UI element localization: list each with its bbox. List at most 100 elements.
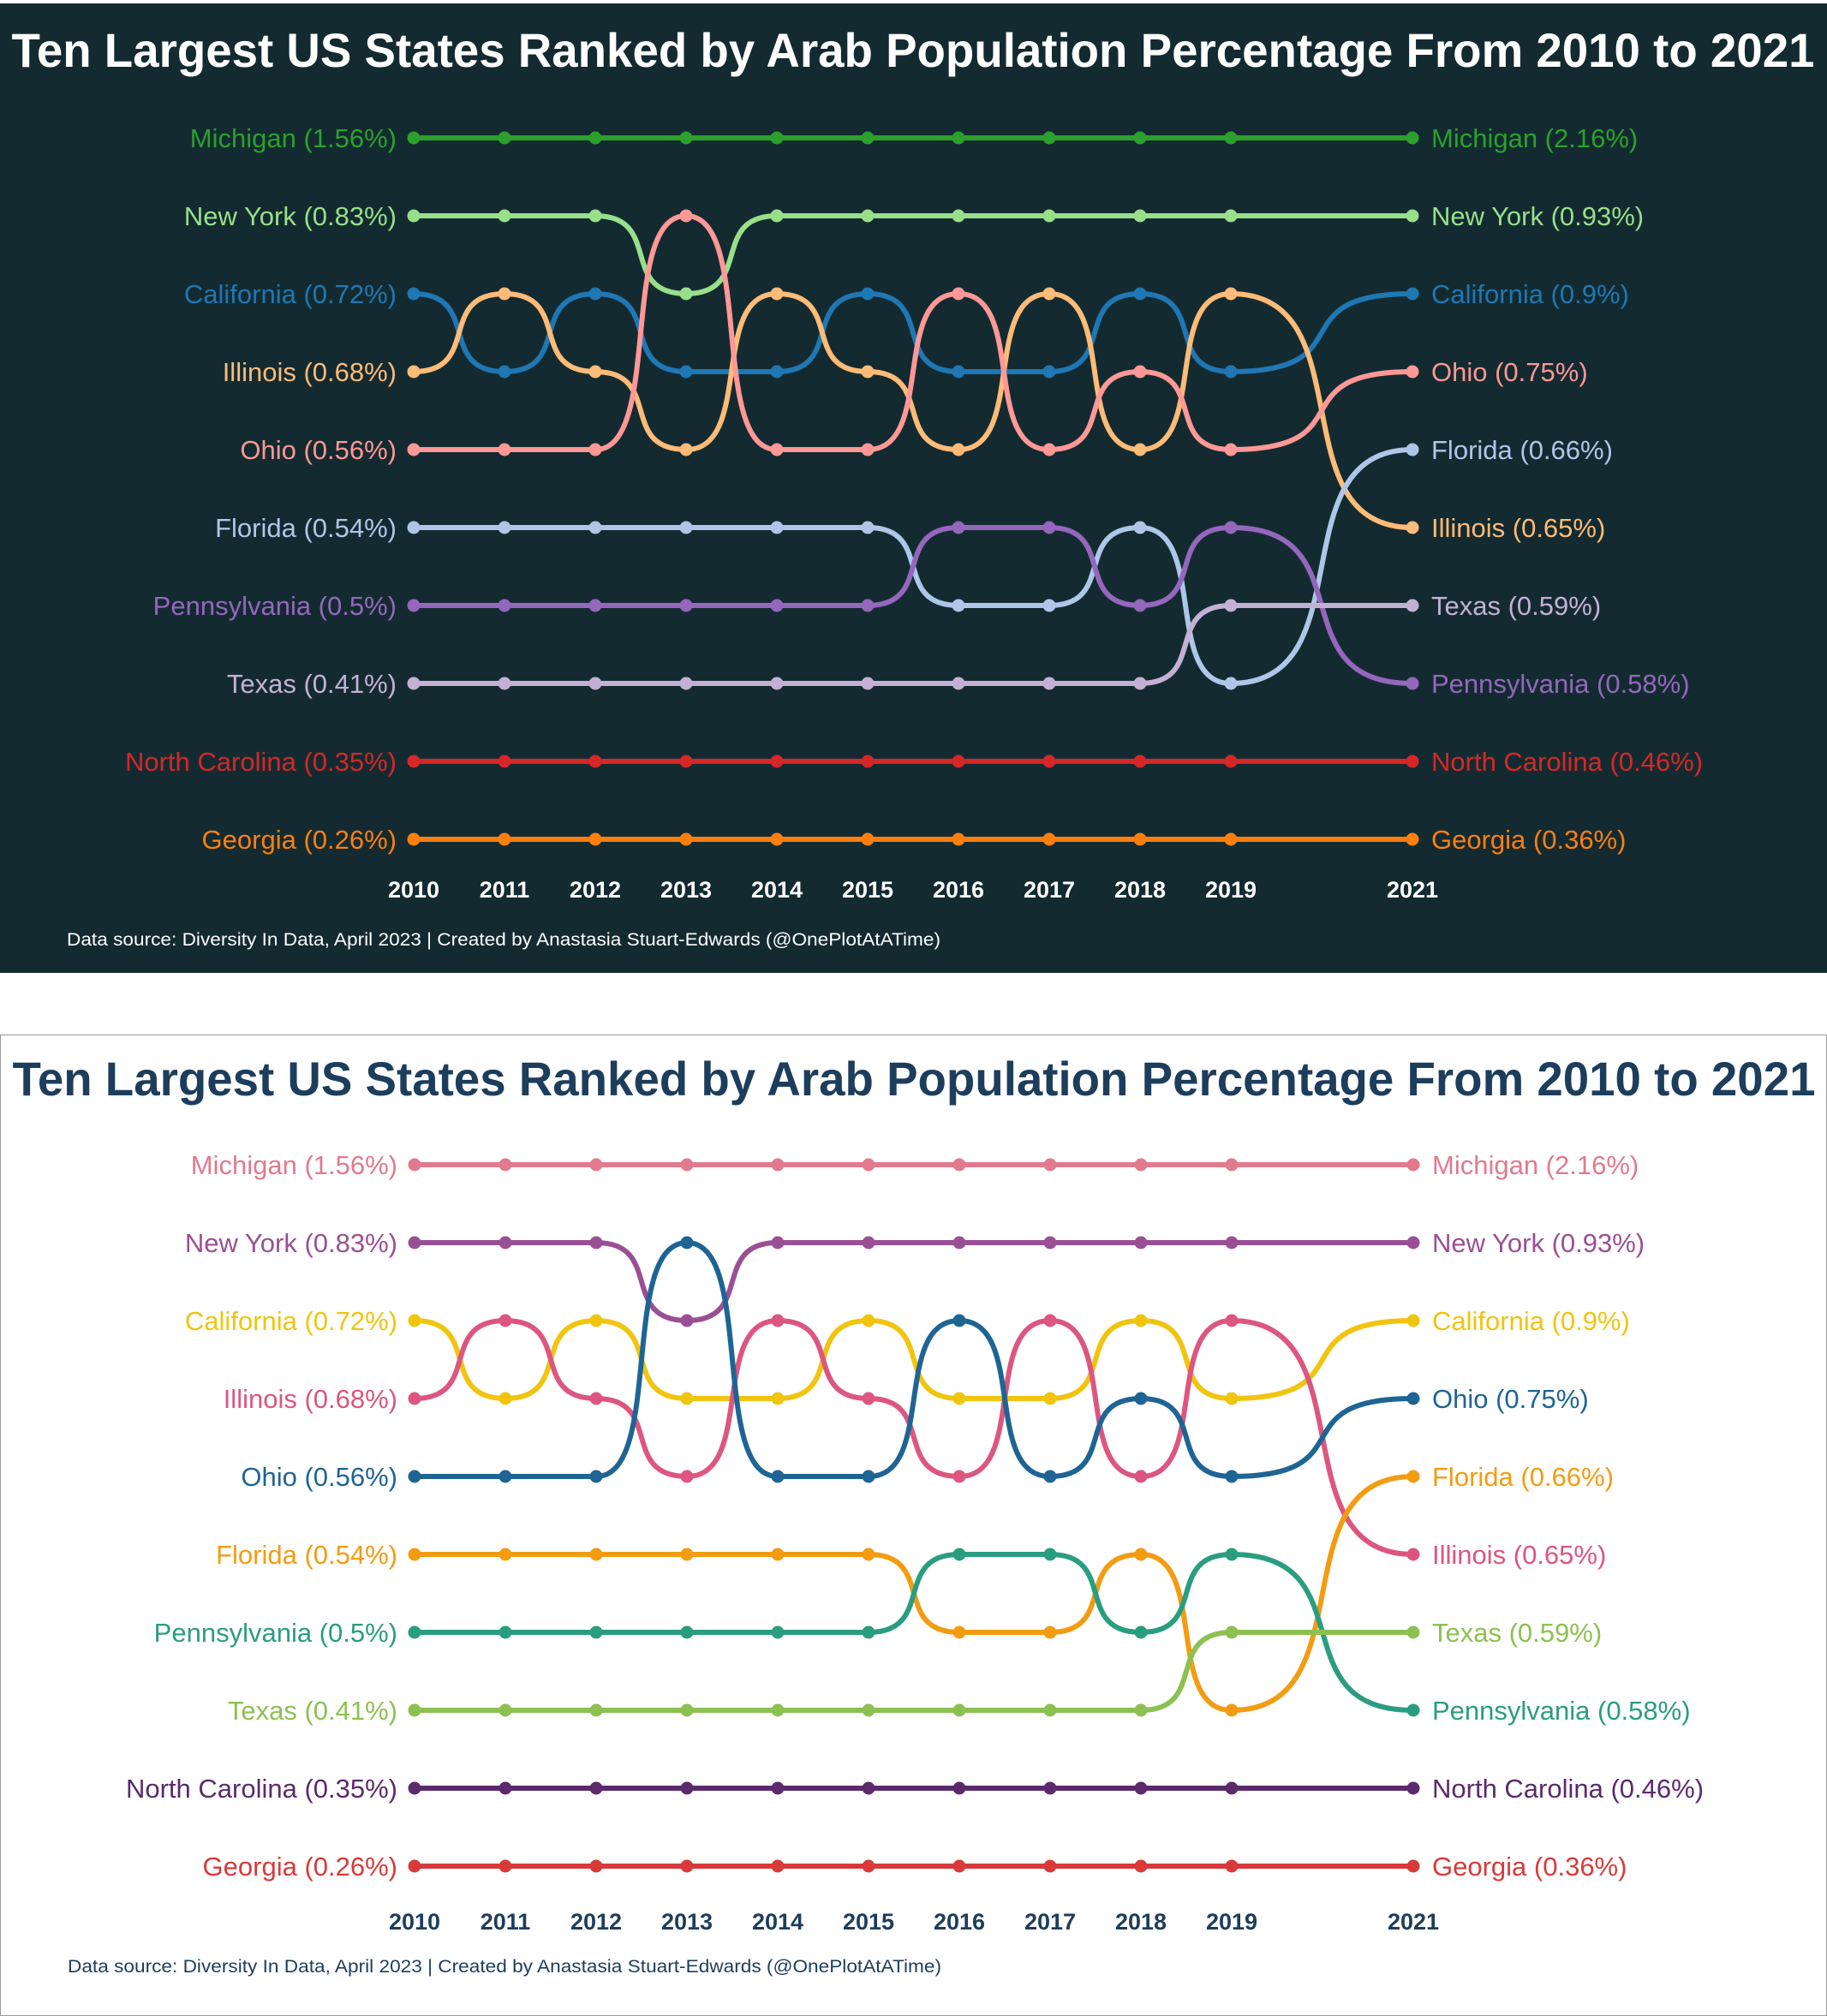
point-florida-2016 (952, 1625, 966, 1639)
point-california-2018 (1133, 287, 1147, 301)
point-new-york-2012 (588, 209, 602, 223)
x-tick-2016: 2016 (934, 1909, 985, 1935)
point-pennsylvania-2016 (952, 1548, 966, 1561)
point-florida-2010 (407, 521, 421, 534)
point-pennsylvania-2019 (1224, 521, 1238, 534)
point-new-york-2019 (1225, 1236, 1239, 1250)
start-label-texas: Texas (0.41%) (227, 669, 397, 699)
point-north-carolina-2017 (1042, 755, 1056, 768)
series-points (407, 131, 1419, 846)
point-ohio-2016 (952, 1314, 966, 1327)
light-chart-panel: Ten Largest US States Ranked by Arab Pop… (0, 1035, 1827, 2016)
point-texas-2010 (407, 677, 421, 690)
point-texas-2017 (1042, 677, 1056, 690)
point-north-carolina-2010 (407, 755, 421, 768)
point-texas-2018 (1134, 1703, 1148, 1717)
point-ohio-2015 (862, 1470, 875, 1483)
line-texas (412, 1630, 1416, 1714)
x-tick-2018: 2018 (1114, 877, 1166, 903)
point-georgia-2011 (499, 1859, 512, 1873)
point-ohio-2021 (1406, 365, 1419, 379)
start-label-michigan: Michigan (1.56%) (190, 123, 397, 153)
start-label-california: California (0.72%) (184, 279, 397, 309)
x-tick-2017: 2017 (1024, 877, 1075, 903)
point-new-york-2014 (771, 1236, 785, 1250)
point-texas-2012 (588, 677, 602, 690)
series-lines (411, 134, 1415, 843)
point-north-carolina-2012 (588, 755, 602, 768)
point-north-carolina-2019 (1224, 755, 1238, 768)
point-ohio-2013 (679, 209, 693, 223)
x-tick-2012: 2012 (570, 1909, 622, 1935)
point-georgia-2010 (407, 832, 421, 846)
point-georgia-2021 (1406, 832, 1419, 846)
point-ohio-2019 (1225, 1470, 1239, 1483)
end-label-new-york: New York (0.93%) (1431, 201, 1644, 231)
start-label-illinois: Illinois (0.68%) (224, 1384, 397, 1414)
footer-source: Data source: Diversity In Data, April 20… (67, 930, 940, 950)
point-michigan-2011 (498, 131, 511, 145)
point-michigan-2019 (1224, 131, 1238, 145)
x-tick-2017: 2017 (1024, 1909, 1076, 1935)
point-florida-2014 (771, 1548, 785, 1561)
point-illinois-2010 (407, 365, 421, 379)
point-georgia-2011 (498, 832, 511, 846)
point-pennsylvania-2021 (1406, 1703, 1420, 1717)
point-texas-2011 (499, 1703, 512, 1717)
point-illinois-2012 (588, 365, 602, 379)
point-ohio-2019 (1224, 443, 1238, 456)
point-north-carolina-2021 (1406, 1781, 1420, 1795)
start-label-new-york: New York (0.83%) (185, 1228, 397, 1258)
point-california-2016 (952, 365, 965, 379)
point-florida-2012 (589, 1548, 603, 1561)
point-florida-2011 (499, 1548, 512, 1561)
point-ohio-2017 (1043, 1470, 1057, 1483)
point-new-york-2011 (498, 209, 511, 223)
point-pennsylvania-2015 (862, 1625, 875, 1639)
point-michigan-2015 (862, 1158, 875, 1172)
point-new-york-2013 (679, 287, 693, 301)
end-label-michigan: Michigan (2.16%) (1432, 1150, 1639, 1180)
series-points (408, 1158, 1420, 1873)
end-label-texas: Texas (0.59%) (1432, 1618, 1602, 1648)
plot-area: Michigan (1.56%) Michigan (2.16%) New York… (126, 1150, 1704, 1935)
end-label-illinois: Illinois (0.65%) (1432, 1540, 1606, 1570)
point-north-carolina-2011 (498, 755, 511, 768)
point-texas-2016 (952, 677, 965, 690)
point-north-carolina-2011 (499, 1781, 512, 1795)
point-michigan-2016 (952, 1158, 966, 1172)
point-illinois-2012 (589, 1392, 603, 1405)
point-texas-2014 (771, 1703, 785, 1717)
point-florida-2014 (770, 521, 784, 534)
point-california-2019 (1224, 365, 1238, 379)
start-label-florida: Florida (0.54%) (215, 513, 397, 543)
point-illinois-2014 (771, 1314, 785, 1327)
point-michigan-2018 (1133, 131, 1147, 145)
point-north-carolina-2014 (771, 1781, 785, 1795)
point-illinois-2019 (1224, 287, 1238, 301)
point-new-york-2016 (952, 209, 965, 223)
end-label-ohio: Ohio (0.75%) (1431, 357, 1588, 387)
point-florida-2017 (1042, 599, 1056, 612)
point-north-carolina-2015 (861, 755, 875, 768)
end-label-california: California (0.9%) (1432, 1306, 1630, 1336)
point-illinois-2010 (408, 1392, 421, 1405)
line-illinois (411, 290, 1415, 530)
point-georgia-2012 (589, 1859, 603, 1873)
point-new-york-2015 (862, 1236, 875, 1250)
point-north-carolina-2015 (862, 1781, 875, 1795)
start-label-georgia: Georgia (0.26%) (202, 825, 397, 855)
point-michigan-2012 (588, 131, 602, 145)
point-georgia-2012 (588, 832, 602, 846)
plot-area: Michigan (1.56%) Michigan (2.16%) New York… (125, 123, 1703, 903)
end-label-illinois: Illinois (0.65%) (1431, 513, 1605, 543)
point-illinois-2018 (1134, 1470, 1148, 1483)
point-illinois-2013 (680, 1470, 694, 1483)
point-california-2021 (1406, 1314, 1420, 1327)
point-north-carolina-2019 (1225, 1781, 1239, 1795)
point-michigan-2015 (861, 131, 875, 145)
point-georgia-2016 (952, 1859, 966, 1873)
point-florida-2019 (1224, 677, 1238, 690)
point-new-york-2015 (861, 209, 875, 223)
point-north-carolina-2018 (1134, 1781, 1148, 1795)
